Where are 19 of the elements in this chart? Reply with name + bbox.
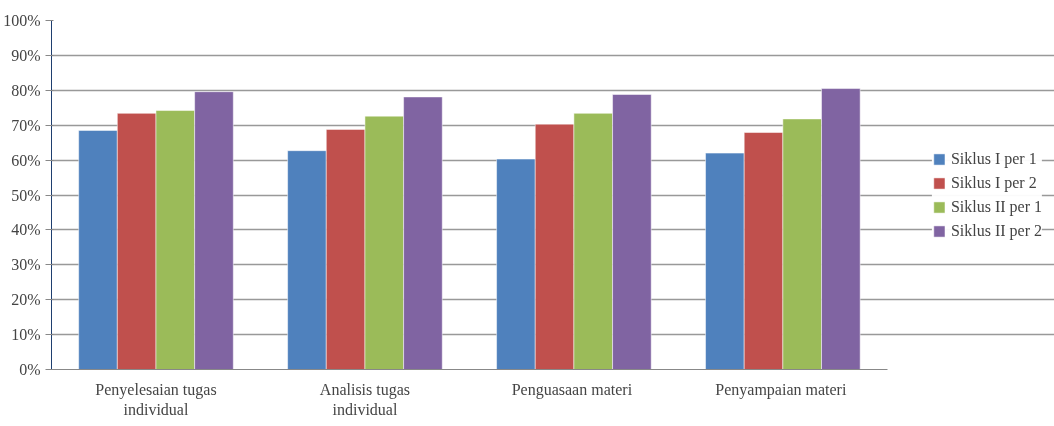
x-tick-label: Penguasaan materi <box>511 380 633 399</box>
legend-label: Siklus I per 1 <box>950 149 1037 168</box>
x-tick-label: Analisis tugas individual <box>319 380 411 418</box>
y-tick-label: 70% <box>11 116 41 134</box>
legend-label: Siklus II per 2 <box>950 221 1042 240</box>
y-tick-label: 100% <box>3 12 41 29</box>
x-tick-label: Penyampaian materi <box>715 380 847 399</box>
y-tick-label: 0% <box>19 361 41 378</box>
y-tick-label: 60% <box>11 151 41 169</box>
y-tick-label: 50% <box>11 186 41 204</box>
y-tick-label: 30% <box>11 256 41 274</box>
legend-label: Siklus I per 2 <box>950 173 1037 192</box>
y-tick-label: 20% <box>11 291 41 309</box>
legend-label: Siklus II per 1 <box>950 197 1042 216</box>
y-tick-label: 10% <box>11 326 41 344</box>
x-tick-label: Penyelesaian tugas individual <box>95 380 217 418</box>
y-tick-label: 80% <box>11 81 41 99</box>
y-tick-label: 90% <box>11 46 41 64</box>
y-tick-label: 40% <box>11 221 41 239</box>
